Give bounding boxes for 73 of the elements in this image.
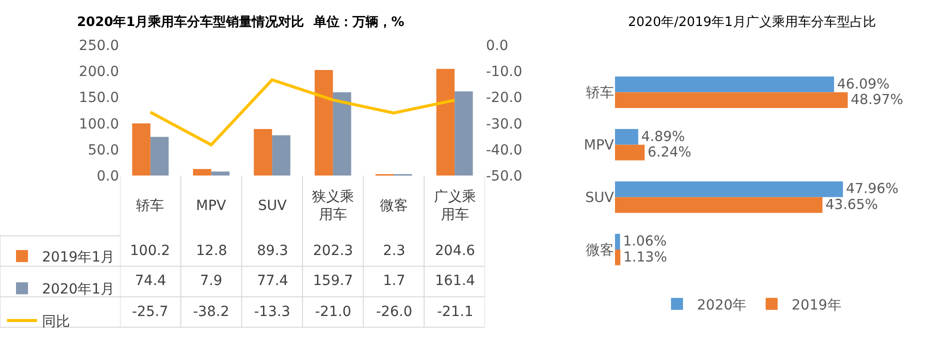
y-tick-label: 轿车 (586, 85, 614, 102)
data-label: -13.3 (254, 304, 290, 320)
x-tick-label: 广义乘用车 (434, 189, 476, 224)
bar (615, 92, 848, 108)
x-tick-label: 狭义乘用车 (312, 189, 354, 224)
data-label: 74.4 (135, 273, 166, 289)
chart-title: 2020年1月乘用车分车型销量情况对比 单位：万辆，% (77, 14, 404, 30)
x-tick-label: SUV (258, 198, 288, 214)
data-label: 2.3 (383, 243, 406, 259)
legend-label: 2019年1月 (42, 250, 115, 266)
bar (132, 123, 150, 176)
bar (615, 76, 834, 92)
y-tick-label: 100.0 (78, 116, 119, 132)
y-tick-label: MPV (584, 138, 614, 154)
bar (615, 128, 638, 145)
data-label: 48.97% (850, 92, 904, 108)
data-label: 1.7 (383, 273, 406, 289)
data-label: 12.8 (196, 243, 228, 259)
data-label: 1.06% (623, 234, 667, 250)
bar (150, 136, 169, 176)
data-label: -26.0 (376, 304, 412, 320)
y-tick-label: 200.0 (78, 64, 119, 80)
bar (272, 135, 290, 176)
y2-tick-label: -20.0 (486, 90, 522, 106)
legend-label: 2020年 (697, 297, 747, 314)
data-label: 161.4 (435, 273, 476, 289)
data-label: 89.3 (257, 243, 288, 259)
legend-label: 2020年1月 (42, 282, 115, 298)
data-label: -25.7 (132, 304, 168, 320)
bar (615, 250, 620, 266)
bar (254, 129, 272, 176)
chart-title: 2020年/2019年1月广义乘用车分车型占比 (628, 15, 876, 30)
y-tick-label: 150.0 (78, 90, 119, 106)
y2-tick-label: -30.0 (486, 116, 522, 132)
bar (454, 91, 473, 176)
data-label: 100.2 (130, 243, 170, 259)
data-label: 77.4 (257, 273, 288, 289)
data-label: 202.3 (313, 243, 354, 259)
bar (615, 181, 843, 198)
line-series (148, 78, 456, 146)
bar (615, 197, 822, 213)
y-tick-label: 250.0 (78, 38, 119, 54)
y-tick-label: 0.0 (96, 168, 119, 185)
x-tick-label: MPV (196, 198, 227, 214)
bar (314, 70, 333, 176)
bar (615, 234, 620, 250)
bar (332, 92, 352, 176)
x-tick-label: 轿车 (136, 198, 164, 214)
data-label: 159.7 (313, 273, 354, 289)
y-tick-label: 微客 (586, 242, 614, 258)
bar (211, 172, 230, 176)
bar (193, 168, 212, 176)
y2-tick-label: -10.0 (486, 64, 522, 80)
bar (436, 68, 455, 176)
bar (615, 144, 645, 160)
y2-tick-label: -50.0 (486, 168, 522, 185)
data-label: 43.65% (825, 196, 878, 213)
data-label: 204.6 (435, 243, 476, 259)
data-label: 47.96% (846, 181, 898, 198)
data-label: -21.0 (315, 304, 352, 320)
data-label: 46.09% (837, 76, 890, 92)
data-label: 7.9 (200, 273, 222, 289)
data-label: 4.89% (641, 128, 685, 145)
legend-label: 同比 (42, 314, 70, 330)
data-label: -21.1 (437, 304, 474, 320)
y2-tick-label: 0.0 (486, 38, 508, 54)
data-label: 6.24% (648, 144, 692, 160)
data-label: 1.13% (623, 249, 668, 266)
data-label: -38.2 (193, 304, 230, 320)
y2-tick-label: -40.0 (486, 142, 522, 158)
x-tick-label: 微客 (380, 198, 408, 214)
legend-label: 2019年 (792, 297, 842, 314)
y-tick-label: 50.0 (88, 142, 119, 158)
